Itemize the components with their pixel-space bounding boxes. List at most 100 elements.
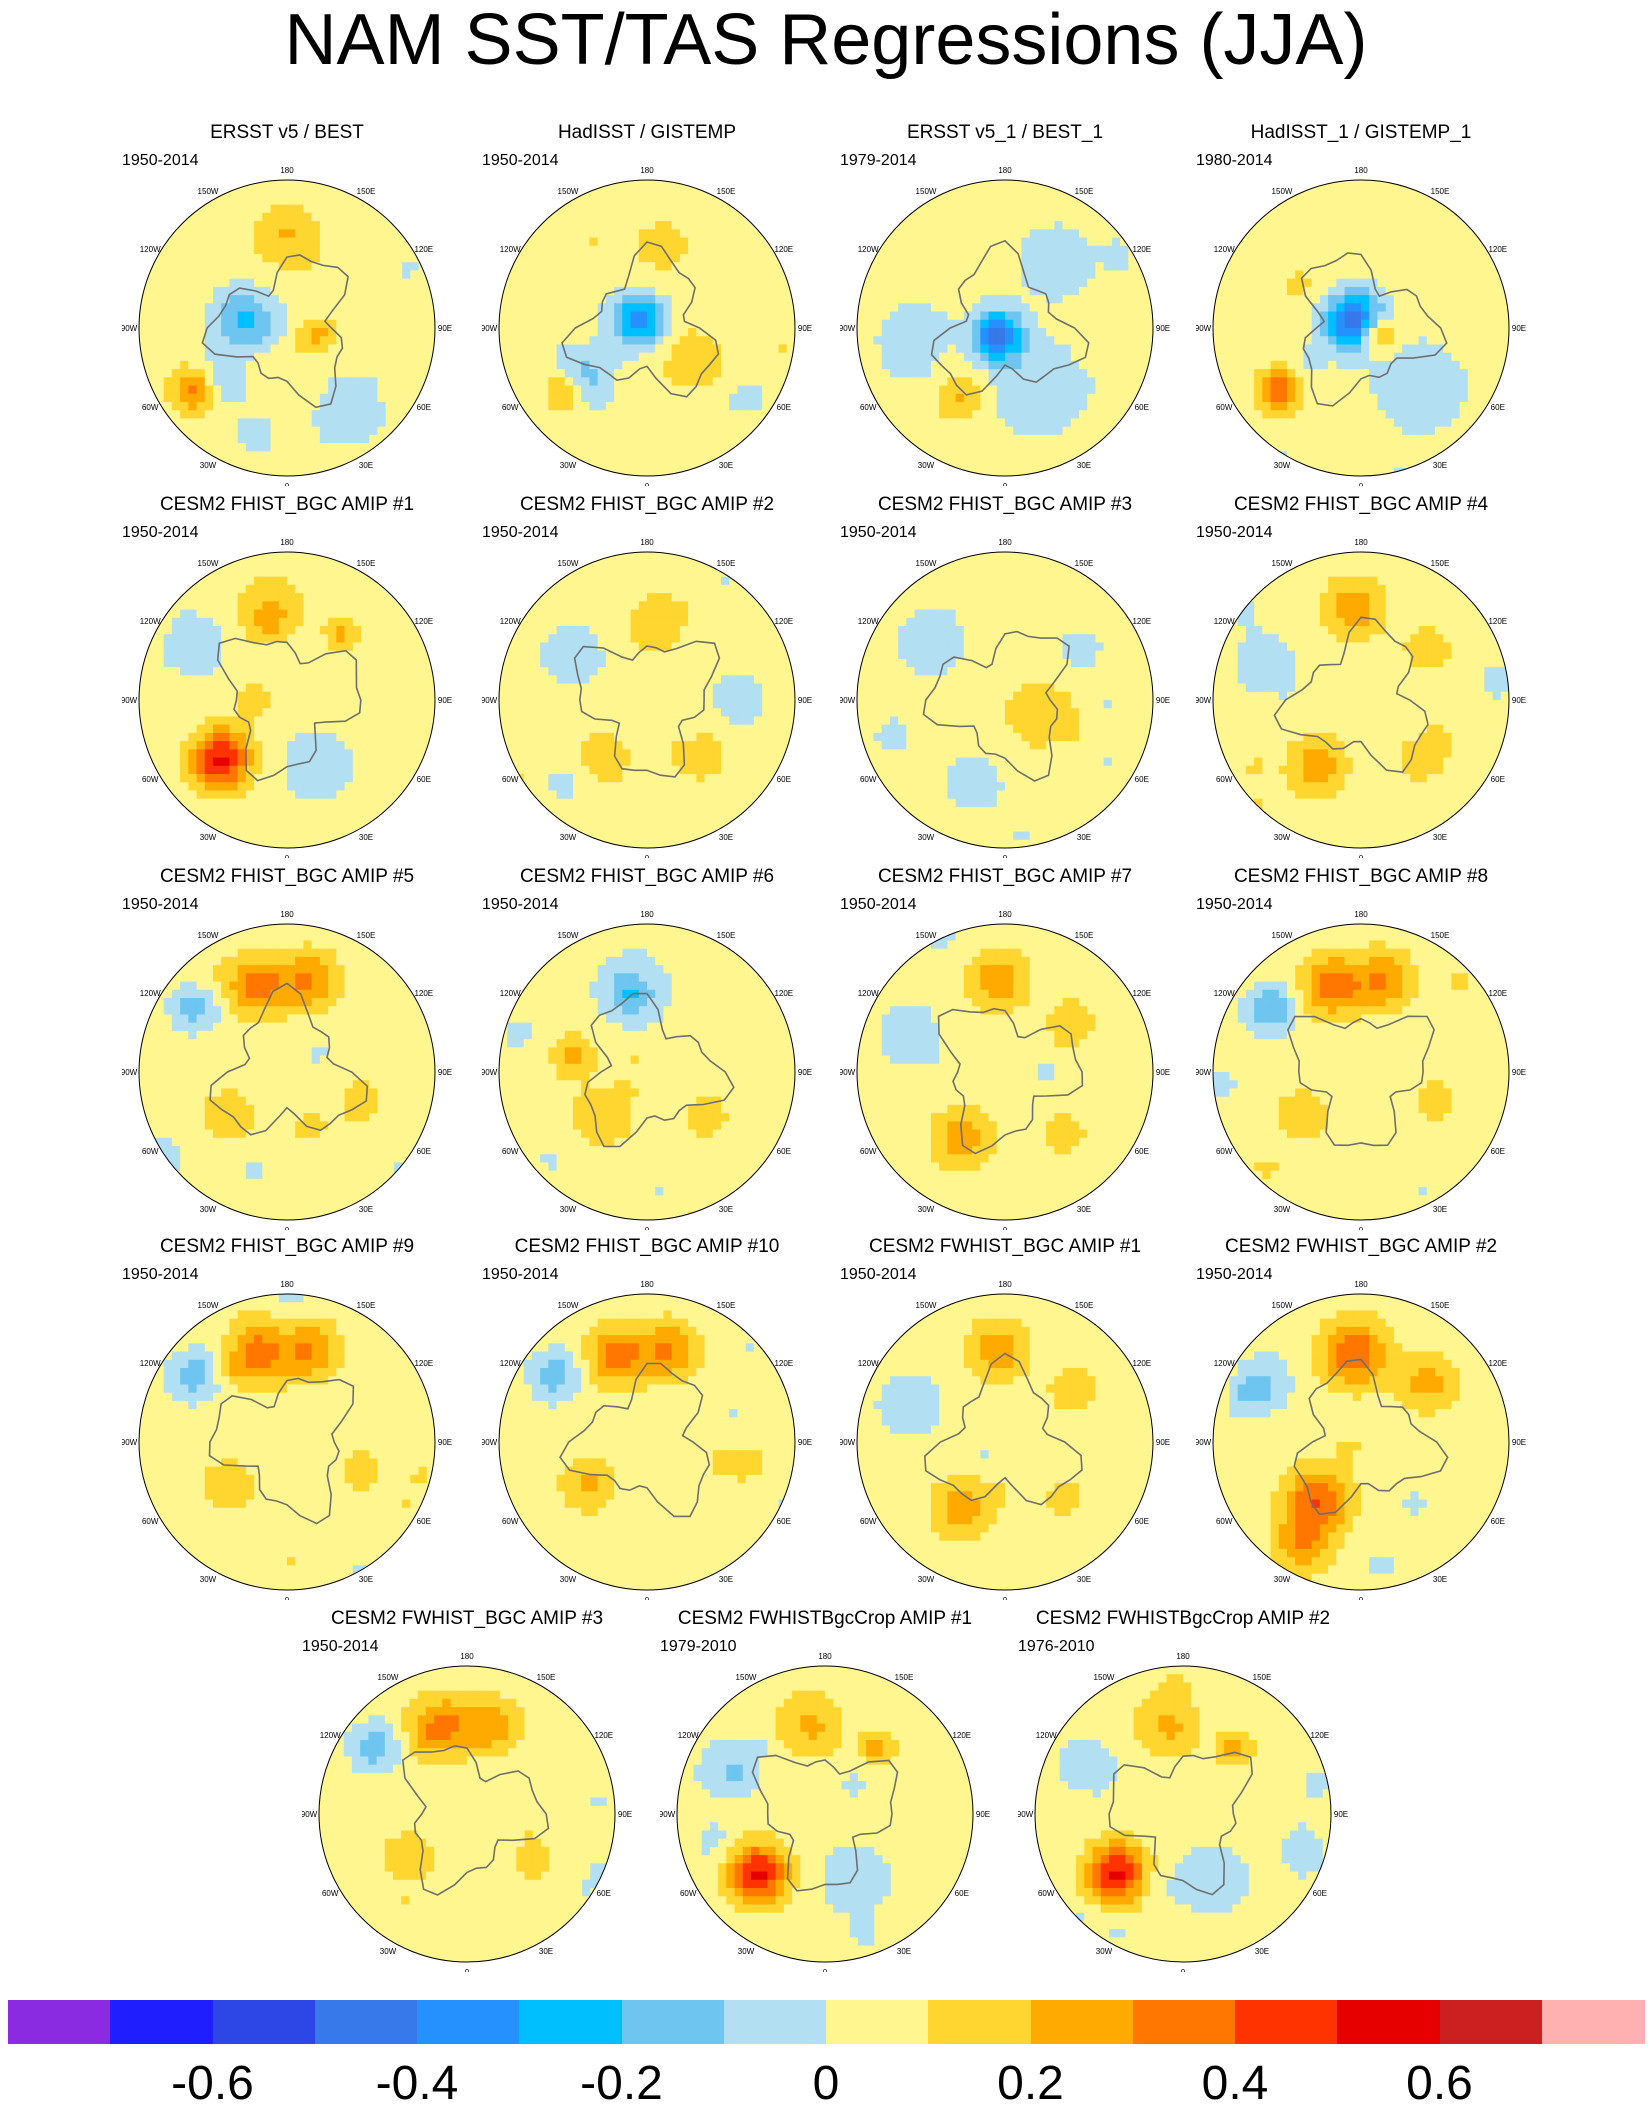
panel-years: 1950-2014	[122, 152, 199, 170]
longitude-label: 150W	[916, 931, 937, 940]
colorbar-bin	[110, 2000, 213, 2044]
longitude-label: 120W	[858, 989, 879, 998]
panel-title: CESM2 FHIST_BGC AMIP #2	[482, 494, 812, 516]
longitude-label: 120W	[858, 617, 879, 626]
longitude-label: 90E	[1156, 324, 1170, 333]
longitude-label: 30W	[200, 1205, 217, 1214]
longitude-label: 120W	[140, 989, 161, 998]
longitude-label: 180	[280, 166, 294, 175]
polar-map: 180150E120E90E60E30E030W60W90W120W150W	[1196, 150, 1526, 486]
longitude-label: 180	[640, 166, 654, 175]
longitude-label: 120E	[414, 617, 433, 626]
longitude-label: 120W	[1214, 989, 1235, 998]
longitude-label: 30E	[539, 1947, 553, 1956]
longitude-label: 150E	[717, 1301, 736, 1310]
longitude-label: 60E	[417, 1517, 431, 1526]
longitude-label: 60E	[1135, 1517, 1149, 1526]
longitude-label: 120E	[1132, 617, 1151, 626]
longitude-label: 0	[465, 1968, 470, 1972]
longitude-label: 30E	[359, 461, 373, 470]
polar-map: 180150E120E90E60E30E030W60W90W120W150W	[660, 1636, 990, 1972]
anomaly-field	[1213, 1294, 1510, 1591]
colorbar-bin	[1337, 2000, 1440, 2044]
longitude-label: 30E	[719, 461, 733, 470]
longitude-label: 60W	[142, 403, 159, 412]
longitude-label: 60W	[860, 1147, 877, 1156]
longitude-label: 120E	[774, 617, 793, 626]
anomaly-field	[1213, 552, 1510, 849]
longitude-label: 120W	[678, 1731, 699, 1740]
longitude-label: 90W	[1196, 1438, 1212, 1447]
longitude-label: 90W	[1196, 696, 1212, 705]
polar-map: 180150E120E90E60E30E030W60W90W120W150W	[1196, 1264, 1526, 1600]
panel-years: 1950-2014	[840, 524, 917, 542]
longitude-label: 30W	[200, 1575, 217, 1584]
polar-map: 180150E120E90E60E30E030W60W90W120W150W	[482, 1264, 812, 1600]
longitude-label: 90E	[1512, 696, 1526, 705]
longitude-label: 180	[1354, 166, 1368, 175]
colorbar-bin	[826, 2000, 929, 2044]
longitude-label: 120E	[1488, 617, 1507, 626]
panel-years: 1950-2014	[122, 896, 199, 914]
longitude-label: 90E	[438, 696, 452, 705]
anomaly-field	[499, 552, 796, 849]
colorbar-tick-label: -0.6	[153, 2058, 273, 2110]
panel-years: 1950-2014	[482, 524, 559, 542]
longitude-label: 180	[998, 910, 1012, 919]
panel-title: HadISST / GISTEMP	[482, 122, 812, 144]
longitude-label: 0	[645, 482, 650, 486]
longitude-label: 90W	[482, 1438, 498, 1447]
panel-title: CESM2 FHIST_BGC AMIP #8	[1196, 866, 1526, 888]
figure-title: NAM SST/TAS Regressions (JJA)	[0, 0, 1652, 80]
panel-years: 1950-2014	[1196, 1266, 1273, 1284]
longitude-label: 0	[823, 1968, 828, 1972]
longitude-label: 30W	[918, 833, 935, 842]
longitude-label: 60W	[322, 1889, 339, 1898]
longitude-label: 120W	[140, 245, 161, 254]
longitude-label: 0	[645, 854, 650, 858]
anomaly-field	[499, 1294, 796, 1591]
longitude-label: 60E	[777, 403, 791, 412]
longitude-label: 150E	[357, 931, 376, 940]
longitude-label: 30W	[738, 1947, 755, 1956]
longitude-label: 150E	[1431, 931, 1450, 940]
longitude-label: 60E	[955, 1889, 969, 1898]
longitude-label: 120E	[1132, 1359, 1151, 1368]
panel-years: 1950-2014	[840, 1266, 917, 1284]
longitude-label: 90E	[1156, 696, 1170, 705]
longitude-label: 120E	[1488, 1359, 1507, 1368]
longitude-label: 120W	[1036, 1731, 1057, 1740]
longitude-label: 60W	[860, 403, 877, 412]
longitude-label: 150W	[198, 1301, 219, 1310]
panel-years: 1976-2010	[1018, 1638, 1095, 1656]
longitude-label: 120W	[858, 1359, 879, 1368]
longitude-label: 150W	[1094, 1673, 1115, 1682]
longitude-label: 30E	[897, 1947, 911, 1956]
polar-map: 180150E120E90E60E30E030W60W90W120W150W	[482, 894, 812, 1230]
polar-map: 180150E120E90E60E30E030W60W90W120W150W	[122, 1264, 452, 1600]
longitude-label: 0	[1003, 1226, 1008, 1230]
anomaly-field	[139, 552, 436, 849]
anomaly-field	[857, 552, 1154, 849]
longitude-label: 120E	[774, 989, 793, 998]
colorbar-tick-label: -0.2	[562, 2058, 682, 2110]
longitude-label: 180	[640, 910, 654, 919]
colorbar-bin	[519, 2000, 622, 2044]
anomaly-field	[857, 180, 1154, 477]
longitude-label: 60W	[1216, 1517, 1233, 1526]
colorbar-bin	[1133, 2000, 1236, 2044]
longitude-label: 30W	[918, 1205, 935, 1214]
polar-map: 180150E120E90E60E30E030W60W90W120W150W	[302, 1636, 632, 1972]
longitude-label: 60E	[777, 775, 791, 784]
longitude-label: 60W	[502, 403, 519, 412]
longitude-label: 150W	[1272, 559, 1293, 568]
longitude-label: 90E	[1512, 324, 1526, 333]
longitude-label: 180	[1354, 538, 1368, 547]
panel-title: CESM2 FWHISTBgcCrop AMIP #1	[660, 1608, 990, 1630]
longitude-label: 90E	[1512, 1438, 1526, 1447]
longitude-label: 30E	[1433, 461, 1447, 470]
